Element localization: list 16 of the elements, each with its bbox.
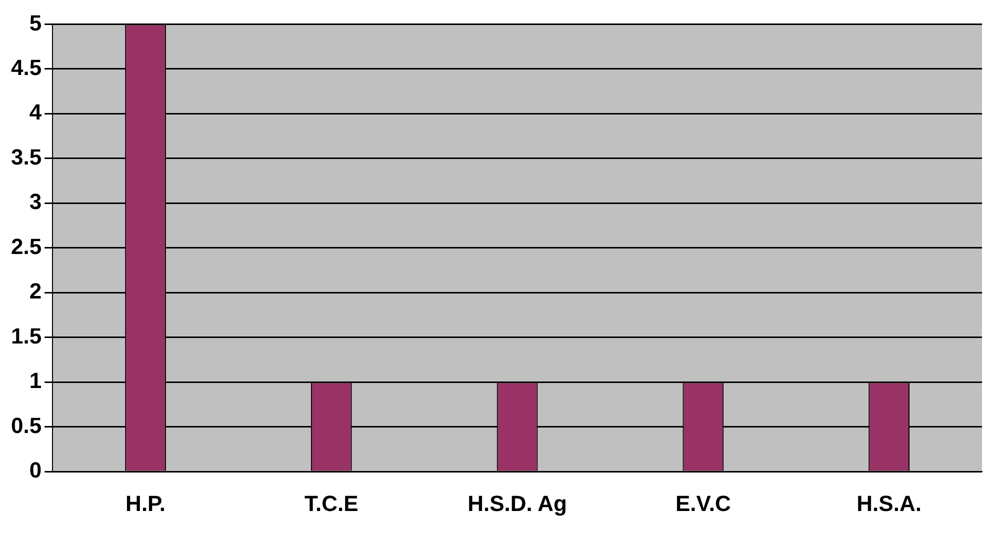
- y-tick-label: 2: [29, 278, 42, 304]
- y-tick-label: 2.5: [10, 234, 42, 259]
- y-tick-label: 5: [29, 10, 42, 36]
- x-tick-label: H.S.D. Ag: [468, 490, 567, 516]
- x-tick-label: H.S.A.: [856, 490, 922, 516]
- x-tick-label: H.P.: [126, 490, 166, 516]
- y-tick-label: 3.5: [10, 144, 42, 170]
- x-tick-label: T.C.E: [304, 490, 358, 516]
- y-tick-label: 4: [29, 100, 42, 125]
- y-tick-label: 1.5: [10, 323, 42, 348]
- y-tick-label: 0.5: [10, 412, 42, 438]
- y-tick-label: 1: [29, 368, 42, 394]
- x-tick-label: E.V.C: [675, 490, 731, 516]
- y-tick-label: 4.5: [10, 55, 42, 80]
- y-tick-label: 0: [29, 458, 42, 483]
- y-tick-label: 3: [29, 189, 42, 214]
